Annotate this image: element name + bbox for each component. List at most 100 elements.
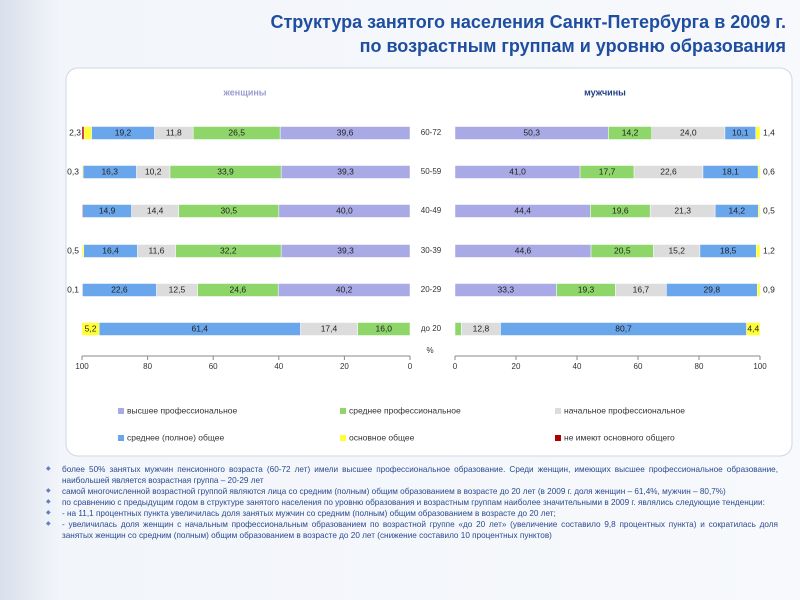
value-label: 14,9 xyxy=(99,205,116,215)
value-label: 44,6 xyxy=(515,245,532,255)
legend-label: основное общее xyxy=(349,432,415,442)
value-label: 24,0 xyxy=(680,127,697,137)
slide-title: Структура занятого населения Санкт-Петер… xyxy=(270,12,786,32)
value-label: 0,9 xyxy=(763,284,775,294)
value-label: 0,1 xyxy=(67,284,79,294)
value-label: 16,7 xyxy=(633,284,650,294)
value-label: 19,3 xyxy=(578,284,595,294)
value-label: 14,2 xyxy=(729,205,746,215)
chart-title: женщины xyxy=(223,87,267,97)
chart-frame xyxy=(65,67,793,457)
value-label: 24,6 xyxy=(230,284,247,294)
x-tick-label: 0 xyxy=(408,362,413,371)
category-label: 50-59 xyxy=(421,167,442,176)
notes: более 50% занятых мужчин пенсионного воз… xyxy=(46,464,778,541)
chart-title: мужчины xyxy=(584,87,626,97)
value-label: 39,3 xyxy=(337,166,354,176)
value-label: 1,2 xyxy=(763,245,775,255)
note-paragraph: - увеличилась доля женщин с начальным пр… xyxy=(46,519,778,541)
legend-swatch xyxy=(340,435,346,441)
bar-segment xyxy=(454,322,462,336)
value-label: 40,0 xyxy=(336,205,353,215)
value-label: 39,6 xyxy=(337,127,354,137)
category-label: 40-49 xyxy=(421,206,442,215)
bar-segment xyxy=(757,283,761,297)
value-label: 4,4 xyxy=(747,323,759,333)
value-label: 19,6 xyxy=(612,205,629,215)
value-label: 18,5 xyxy=(720,245,737,255)
x-tick-label: 100 xyxy=(753,362,767,371)
x-tick-label: 80 xyxy=(695,362,704,371)
bar-segment xyxy=(81,204,83,218)
bar-segment xyxy=(757,165,761,179)
legend-label: среднее (полное) общее xyxy=(127,432,224,442)
value-label: 39,3 xyxy=(337,245,354,255)
value-label: 21,3 xyxy=(674,205,691,215)
value-label: 16,0 xyxy=(375,323,392,333)
value-label: 15,2 xyxy=(668,245,685,255)
bar-segment xyxy=(758,204,761,218)
value-label: 22,6 xyxy=(660,166,677,176)
legend-label: высшее профессиональное xyxy=(127,405,237,415)
x-tick-label: 40 xyxy=(274,362,283,371)
legend-label: не имеют основного общего xyxy=(564,432,675,442)
value-label: 12,8 xyxy=(473,323,490,333)
bar-segment xyxy=(756,244,761,258)
value-label: 0,3 xyxy=(67,166,79,176)
bar-segment xyxy=(81,322,100,336)
slide-subtitle: по возрастным группам и уровню образован… xyxy=(359,36,786,56)
value-label: 10,2 xyxy=(145,166,162,176)
legend-swatch xyxy=(555,435,561,441)
category-label: 30-39 xyxy=(421,246,442,255)
category-label: 20-29 xyxy=(421,285,442,294)
legend-label: начальное профессиональное xyxy=(564,405,685,415)
value-label: 12,5 xyxy=(169,284,186,294)
x-tick-label: 60 xyxy=(209,362,218,371)
bar-segment xyxy=(755,126,761,140)
value-label: 80,7 xyxy=(615,323,632,333)
x-tick-label: 100 xyxy=(75,362,89,371)
value-label: 0,5 xyxy=(67,245,79,255)
bar-segment xyxy=(746,322,761,336)
note-paragraph: - на 11,1 процентных пункта увеличилась … xyxy=(46,508,778,519)
bar-segment xyxy=(83,126,92,140)
value-label: 11,8 xyxy=(166,127,182,137)
value-label: 32,2 xyxy=(220,245,237,255)
value-label: 33,9 xyxy=(217,166,234,176)
x-tick-label: 0 xyxy=(453,362,458,371)
value-label: 50,3 xyxy=(523,127,540,137)
x-tick-label: 80 xyxy=(143,362,152,371)
value-label: 18,1 xyxy=(722,166,739,176)
value-label: 30,5 xyxy=(221,205,238,215)
value-label: 26,5 xyxy=(228,127,245,137)
x-tick-label: 40 xyxy=(573,362,582,371)
value-label: 16,4 xyxy=(102,245,119,255)
value-label: 16,3 xyxy=(101,166,118,176)
bar-segment xyxy=(81,165,84,179)
legend-swatch xyxy=(555,408,561,414)
value-label: 17,7 xyxy=(599,166,616,176)
category-label: до 20 xyxy=(421,324,442,333)
bar-segment xyxy=(81,244,84,258)
value-label: 22,6 xyxy=(111,284,128,294)
legend-swatch xyxy=(118,435,124,441)
axis-unit: % xyxy=(426,346,433,355)
note-paragraph: по сравнению с предыдущим годом в структ… xyxy=(46,497,778,508)
bar-segment xyxy=(81,126,85,140)
x-tick-label: 20 xyxy=(512,362,521,371)
value-label: 14,4 xyxy=(147,205,164,215)
value-label: 5,2 xyxy=(85,323,97,333)
value-label: 2,3 xyxy=(69,127,81,137)
value-label: 29,8 xyxy=(704,284,721,294)
value-label: 14,2 xyxy=(622,127,639,137)
legend-label: среднее профессиональное xyxy=(349,405,461,415)
value-label: 61,4 xyxy=(191,323,208,333)
value-label: 11,6 xyxy=(148,245,164,255)
value-label: 19,2 xyxy=(115,127,132,137)
value-label: 17,4 xyxy=(321,323,338,333)
category-label: 60-72 xyxy=(421,128,442,137)
value-label: 20,5 xyxy=(614,245,631,255)
value-label: 40,2 xyxy=(336,284,353,294)
note-paragraph: более 50% занятых мужчин пенсионного воз… xyxy=(46,464,778,486)
